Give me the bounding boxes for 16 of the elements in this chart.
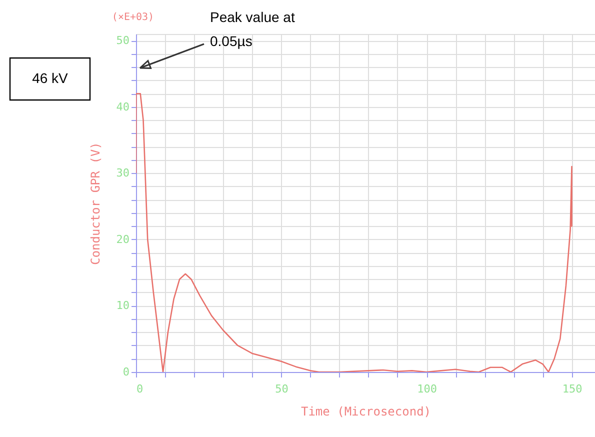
y-axis-title: Conductor GPR (V) [88, 142, 102, 265]
y-tick-label: 0 [122, 366, 130, 378]
annotation: Peak value at 0.05µs [210, 9, 295, 49]
text: 46 kV [32, 70, 69, 86]
y-tick-label: 10 [116, 299, 130, 312]
y-tick-label: 40 [116, 100, 130, 114]
x-tick-label: 0 [136, 382, 144, 396]
y-tick-label: 50 [116, 34, 130, 48]
y-tick-label: 20 [116, 232, 130, 246]
x-tick-label: 100 [417, 382, 437, 396]
line-series [136, 92, 572, 372]
text: (×E+03) [112, 12, 154, 23]
y-tick-label: 30 [116, 166, 130, 180]
x-tick-label: 50 [275, 382, 288, 396]
x-axis-title: Time (Microsecond) [300, 404, 432, 418]
x-tick-label: 150 [562, 382, 582, 396]
